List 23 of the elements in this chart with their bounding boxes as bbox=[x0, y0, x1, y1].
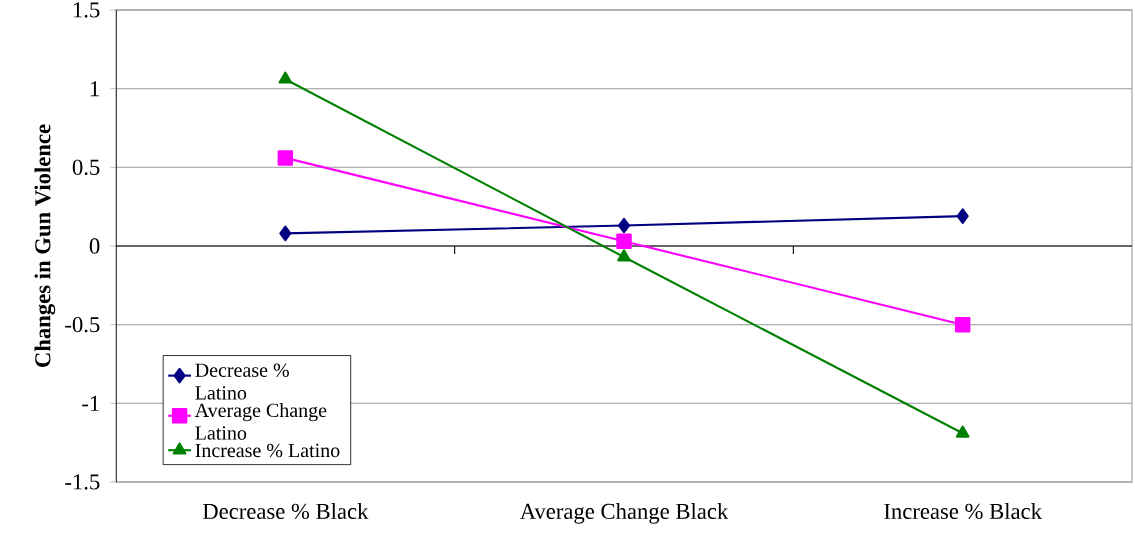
point bbox=[617, 249, 631, 262]
point bbox=[616, 233, 632, 250]
point bbox=[278, 71, 293, 84]
point bbox=[956, 208, 969, 224]
x-tick-label: Decrease % Black bbox=[202, 503, 369, 520]
x-tick-label: Increase % Black bbox=[884, 503, 1042, 520]
legend-label: Increase % Latino bbox=[195, 443, 340, 458]
legend-label: Average Change Latino bbox=[194, 403, 327, 440]
y-tick-label: 1.5 bbox=[73, 2, 100, 18]
point bbox=[277, 150, 294, 166]
y-tick-label: -1 bbox=[82, 395, 99, 411]
y-tick-label: -0.5 bbox=[65, 316, 100, 333]
point bbox=[955, 425, 970, 438]
legend-label: Decrease % Latino bbox=[195, 363, 289, 400]
y-tick-label: 1 bbox=[90, 81, 99, 97]
x-tick-label: Average Change Black bbox=[519, 503, 729, 524]
y-tick-label: 0 bbox=[89, 238, 100, 254]
y-tick-label: 0.5 bbox=[72, 159, 100, 176]
point bbox=[954, 316, 971, 333]
y-axis-title: Changes in Gun Violence bbox=[34, 124, 56, 367]
point bbox=[617, 217, 631, 234]
y-tick-label: -1.5 bbox=[65, 474, 100, 490]
point bbox=[279, 225, 292, 242]
